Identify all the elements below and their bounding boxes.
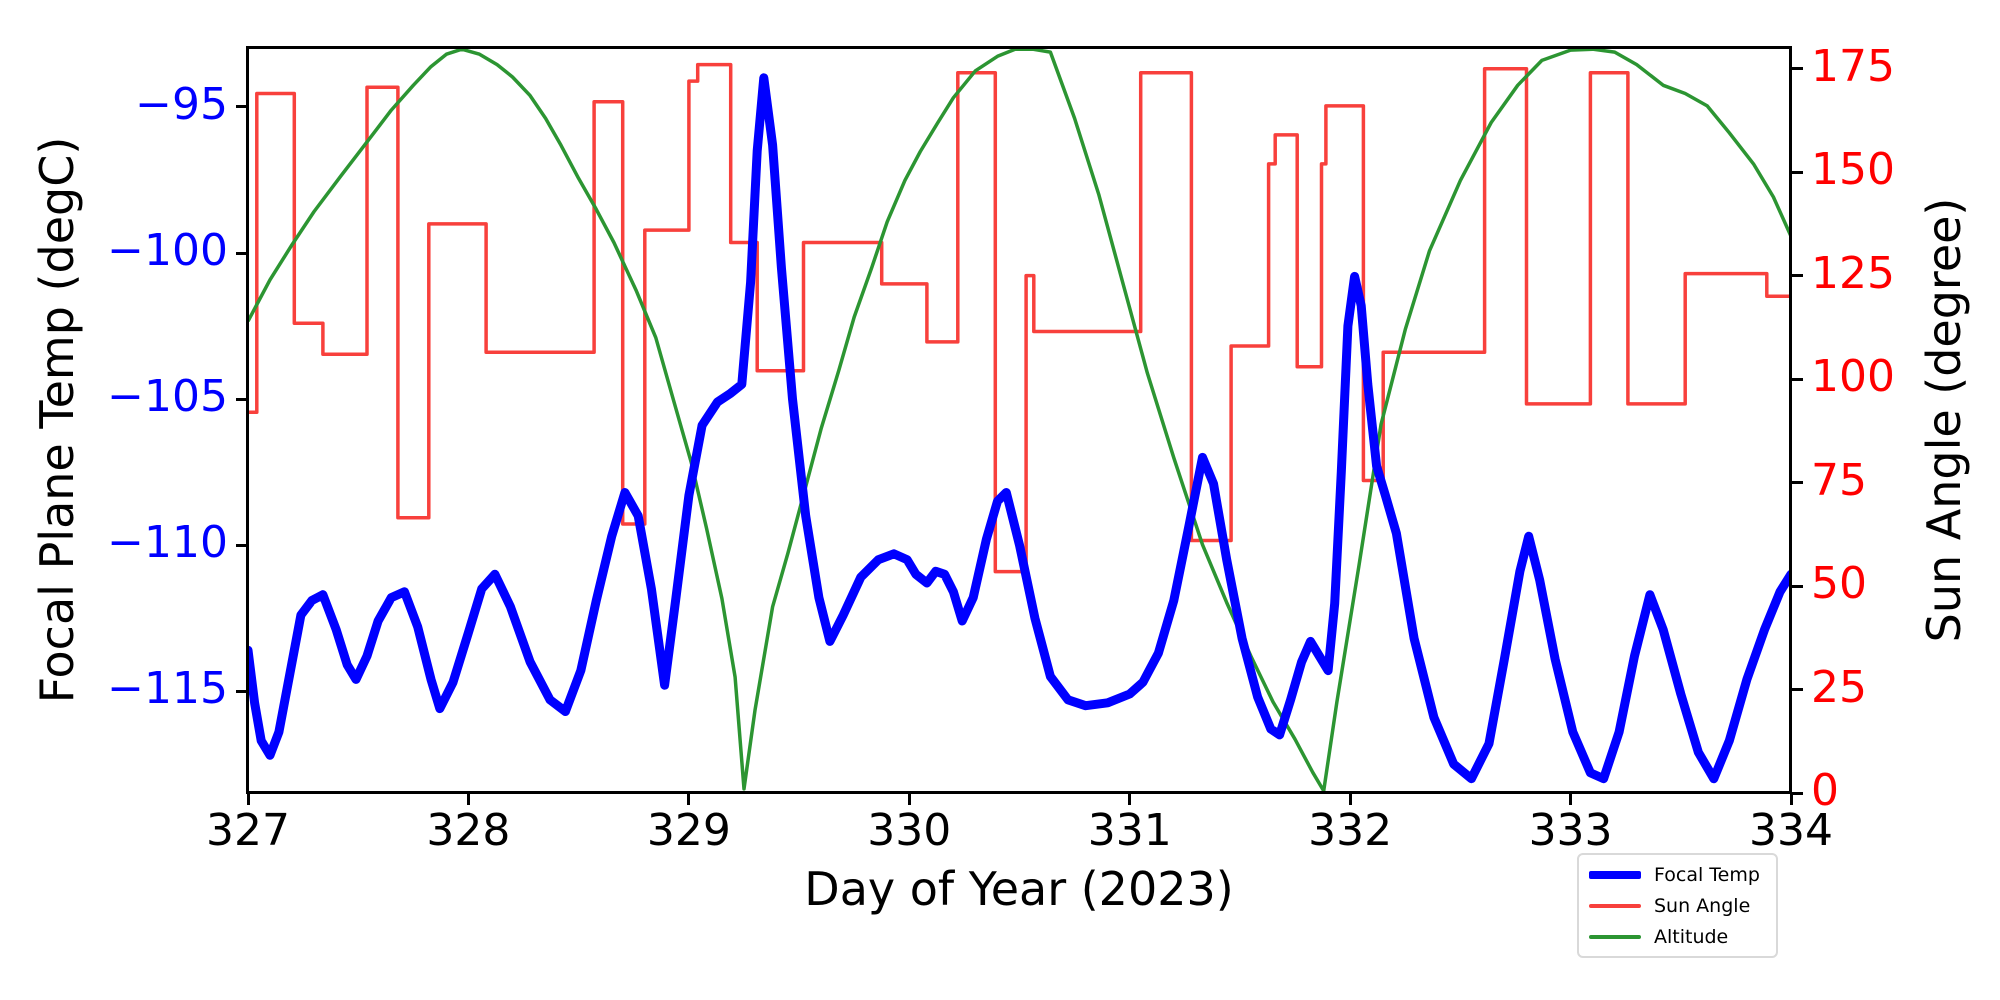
altitude-line <box>248 48 1791 793</box>
x-tick-label-331: 331 <box>1087 805 1172 856</box>
y-left-tick-label--115: −115 <box>107 663 228 715</box>
x-tick-label-327: 327 <box>206 805 290 856</box>
chart-canvas <box>248 48 1791 793</box>
y-right-tick-150 <box>1791 170 1803 174</box>
y-right-tick-label-150: 150 <box>1811 144 1895 196</box>
x-axis-label: Day of Year (2023) <box>804 862 1234 916</box>
x-tick-label-333: 333 <box>1528 805 1613 856</box>
x-tick-label-329: 329 <box>646 805 731 856</box>
x-tick-334 <box>1789 793 1793 805</box>
y-left-tick--110 <box>236 543 248 547</box>
y-left-tick-label--110: −110 <box>107 517 228 569</box>
x-tick-label-328: 328 <box>426 805 511 856</box>
x-tick-329 <box>687 793 691 805</box>
legend-item-altitude: Altitude <box>1589 921 1766 952</box>
x-tick-332 <box>1348 793 1352 805</box>
y-right-tick-label-125: 125 <box>1811 247 1895 299</box>
y-right-tick-label-50: 50 <box>1811 558 1867 610</box>
y-right-tick-0 <box>1791 791 1803 795</box>
x-tick-330 <box>907 793 911 805</box>
legend-item-focal-temp: Focal Temp <box>1589 859 1766 890</box>
x-tick-label-332: 332 <box>1308 805 1393 856</box>
y-right-tick-100 <box>1791 377 1803 381</box>
x-tick-331 <box>1128 793 1132 805</box>
y-right-tick-label-25: 25 <box>1811 661 1867 713</box>
plot-area <box>248 48 1791 793</box>
focal-temp-line <box>248 73 1791 784</box>
sun-angle-line-swatch <box>1589 903 1641 908</box>
y-left-tick--100 <box>236 251 248 255</box>
y-left-tick-label--105: −105 <box>107 371 228 423</box>
y-right-tick-label-175: 175 <box>1811 40 1895 92</box>
x-tick-label-330: 330 <box>867 805 952 856</box>
y-right-tick-75 <box>1791 481 1803 485</box>
y-right-tick-125 <box>1791 274 1803 278</box>
legend-item-sun-angle: Sun Angle <box>1589 890 1766 921</box>
legend-label-focal-temp: Focal Temp <box>1654 863 1760 886</box>
y-right-tick-label-0: 0 <box>1811 765 1839 816</box>
y-left-tick--105 <box>236 397 248 401</box>
x-tick-328 <box>466 793 470 805</box>
legend-label-altitude: Altitude <box>1654 925 1729 948</box>
y-right-tick-label-100: 100 <box>1811 351 1895 403</box>
focal-temp-line-swatch <box>1589 870 1641 879</box>
x-tick-327 <box>246 793 250 805</box>
y-left-tick-label--95: −95 <box>135 78 228 130</box>
y-right-tick-label-75: 75 <box>1811 454 1867 506</box>
legend-label-sun-angle: Sun Angle <box>1654 894 1751 917</box>
legend: Focal Temp Sun Angle Altitude <box>1577 853 1778 958</box>
altitude-line-swatch <box>1589 934 1641 939</box>
y-left-tick--95 <box>236 105 248 109</box>
x-tick-label-334: 334 <box>1749 805 1833 856</box>
y-left-tick-label--100: −100 <box>107 225 228 276</box>
sun-angle-line <box>248 62 1791 574</box>
y-right-tick-50 <box>1791 584 1803 588</box>
y-right-tick-25 <box>1791 688 1803 692</box>
y-right-tick-175 <box>1791 67 1803 71</box>
x-tick-333 <box>1569 793 1573 805</box>
y-left-tick--115 <box>236 689 248 693</box>
